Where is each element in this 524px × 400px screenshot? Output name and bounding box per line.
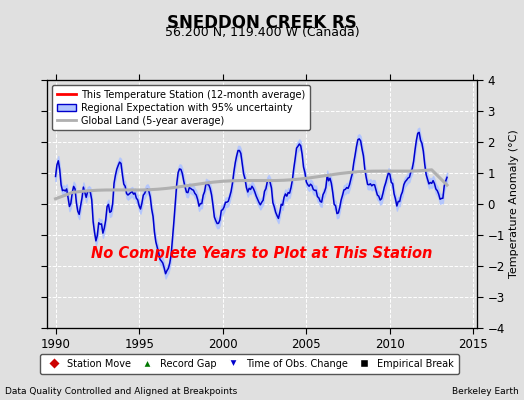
Text: 56.200 N, 119.400 W (Canada): 56.200 N, 119.400 W (Canada): [165, 26, 359, 39]
Text: No Complete Years to Plot at This Station: No Complete Years to Plot at This Statio…: [91, 246, 433, 261]
Text: Data Quality Controlled and Aligned at Breakpoints: Data Quality Controlled and Aligned at B…: [5, 387, 237, 396]
Y-axis label: Temperature Anomaly (°C): Temperature Anomaly (°C): [509, 130, 519, 278]
Legend: Station Move, Record Gap, Time of Obs. Change, Empirical Break: Station Move, Record Gap, Time of Obs. C…: [40, 354, 459, 374]
Text: Berkeley Earth: Berkeley Earth: [452, 387, 519, 396]
Text: SNEDDON CREEK RS: SNEDDON CREEK RS: [167, 14, 357, 32]
